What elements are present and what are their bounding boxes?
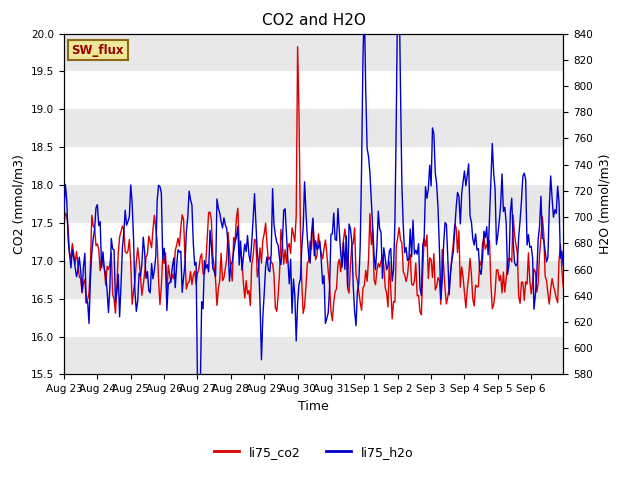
- Bar: [64, 109, 563, 147]
- Bar: [64, 336, 563, 374]
- Y-axis label: H2O (mmol/m3): H2O (mmol/m3): [598, 154, 611, 254]
- Bar: [64, 72, 563, 109]
- Bar: [64, 34, 563, 72]
- Title: CO2 and H2O: CO2 and H2O: [262, 13, 365, 28]
- Bar: [64, 147, 563, 185]
- Legend: li75_co2, li75_h2o: li75_co2, li75_h2o: [209, 441, 419, 464]
- Bar: [64, 223, 563, 261]
- Bar: [64, 185, 563, 223]
- Text: SW_flux: SW_flux: [72, 44, 124, 57]
- Bar: [64, 261, 563, 299]
- Bar: [64, 299, 563, 336]
- Y-axis label: CO2 (mmol/m3): CO2 (mmol/m3): [12, 154, 26, 254]
- X-axis label: Time: Time: [298, 400, 329, 413]
